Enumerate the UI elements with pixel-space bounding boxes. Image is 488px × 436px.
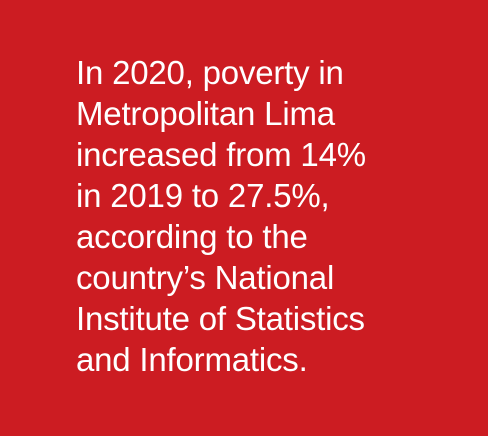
- statement-line-2: Metropolitan Lima: [76, 95, 335, 132]
- statement-line-7: Institute of Statistics: [76, 300, 365, 337]
- statement-line-4: in 2019 to 27.5%,: [76, 177, 330, 214]
- statement-line-6: country’s National: [76, 259, 335, 296]
- statement-line-8: and Informatics.: [76, 341, 308, 378]
- statement-line-3: increased from 14%: [76, 136, 366, 173]
- stat-statement: In 2020, poverty in Metropolitan Lima in…: [76, 52, 476, 380]
- statement-line-1: In 2020, poverty in: [76, 54, 344, 91]
- statement-line-5: according to the: [76, 218, 308, 255]
